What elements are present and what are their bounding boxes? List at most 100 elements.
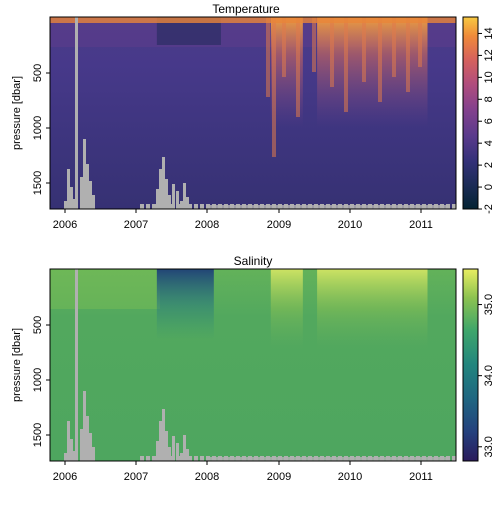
missing-deep <box>206 456 210 461</box>
warm-plume-streak <box>362 17 366 82</box>
temperature-xtick-label: 2006 <box>53 219 77 231</box>
missing-block <box>83 391 86 461</box>
missing-block <box>183 435 186 461</box>
colorbar-tick-label: 35.0 <box>483 294 495 315</box>
warm-plume-streak <box>406 17 410 92</box>
warm-plume-streak <box>378 17 382 102</box>
missing-deep <box>152 204 156 209</box>
missing-block <box>165 179 168 209</box>
temperature-heatmap <box>50 17 456 209</box>
salinity-ytick-label: 500 <box>32 316 44 334</box>
warm-plume-streak <box>418 17 422 67</box>
missing-deep <box>194 456 198 461</box>
temperature-missing-data <box>64 17 456 209</box>
missing-deep <box>176 204 180 209</box>
salinity-heatmap <box>50 269 456 461</box>
salinity-missing-data <box>64 269 456 461</box>
missing-deep <box>140 204 144 209</box>
missing-deep <box>164 204 168 209</box>
missing-block <box>70 439 73 461</box>
missing-block <box>186 197 189 209</box>
missing-block <box>172 436 175 461</box>
salinity-xtick-label: 2008 <box>195 471 219 483</box>
missing-deep <box>170 204 174 209</box>
temperature-x-ticks: 2006 2007 2008 2009 2010 2011 <box>53 209 433 231</box>
warm-plume-streak <box>296 17 300 117</box>
temperature-y-ticks: 500 1000 1500 <box>32 64 50 195</box>
missing-deep <box>152 456 156 461</box>
warm-plume-streak <box>344 17 348 112</box>
missing-deep <box>146 456 150 461</box>
colorbar-tick-label: -2 <box>483 204 495 214</box>
salinity-colorbar-scale <box>462 268 479 462</box>
warm-plume-streak <box>392 17 396 77</box>
missing-column <box>75 269 78 461</box>
missing-block <box>159 421 162 461</box>
missing-deep <box>452 204 456 209</box>
missing-block <box>92 195 95 209</box>
missing-block <box>86 416 89 461</box>
fresh-plume <box>156 269 214 339</box>
temperature-colorbar-ticks: -2 0 2 4 6 8 10 12 14 <box>478 27 495 214</box>
temperature-colorbar-scale <box>462 16 479 210</box>
warm-plume-streak <box>282 17 286 77</box>
missing-block <box>186 449 189 461</box>
salinity-ylabel: pressure [dbar] <box>11 328 23 402</box>
missing-block <box>92 447 95 461</box>
salinity-xtick-label: 2011 <box>409 471 433 483</box>
missing-block <box>162 409 165 461</box>
salinity-xtick-label: 2009 <box>267 471 291 483</box>
missing-deep <box>176 456 180 461</box>
missing-block <box>67 169 70 209</box>
salinity-title: Salinity <box>234 254 273 268</box>
salinity-plumes <box>156 269 428 349</box>
missing-block <box>156 189 159 209</box>
salinity-early-surface <box>50 269 160 309</box>
surface-warm-strip <box>50 17 456 23</box>
salinity-xtick-label: 2006 <box>53 471 77 483</box>
salinity-ytick-label: 1000 <box>32 368 44 392</box>
missing-deep <box>140 456 144 461</box>
missing-block <box>180 201 183 209</box>
missing-deep <box>164 456 168 461</box>
salinity-y-ticks: 500 1000 1500 <box>32 316 50 447</box>
colorbar-tick-label: 33.0 <box>483 436 495 457</box>
missing-deep <box>182 204 186 209</box>
warm-plume-streak <box>312 17 316 72</box>
missing-block <box>162 157 165 209</box>
temperature-plot-frame <box>49 16 457 210</box>
colorbar-tick-label: 8 <box>483 96 495 102</box>
missing-deep <box>182 456 186 461</box>
colorbar-tick-label: 4 <box>483 140 495 146</box>
missing-deep <box>200 204 204 209</box>
missing-deep <box>452 456 456 461</box>
missing-block <box>73 451 76 461</box>
temperature-colorbar: -2 0 2 4 6 8 10 12 14 <box>462 16 495 214</box>
missing-deep <box>158 456 162 461</box>
missing-block <box>64 453 67 461</box>
missing-block <box>73 199 76 209</box>
missing-block <box>168 447 171 461</box>
missing-block <box>67 421 70 461</box>
temperature-xtick-label: 2011 <box>409 219 433 231</box>
missing-deep <box>170 456 174 461</box>
missing-block <box>89 433 92 461</box>
missing-block <box>159 169 162 209</box>
temperature-panel: Temperature pressure [dbar] 500 1000 150… <box>11 2 495 231</box>
missing-column <box>75 17 78 209</box>
salinity-colorbar: 33.0 34.0 35.0 <box>462 268 495 462</box>
missing-deep-strip <box>210 457 450 461</box>
temperature-ytick-label: 1000 <box>32 116 44 140</box>
colorbar-tick-label: 0 <box>483 184 495 190</box>
salinity-colorbar-ticks: 33.0 34.0 35.0 <box>478 294 495 457</box>
warm-plume-streak <box>330 17 334 87</box>
missing-deep <box>194 204 198 209</box>
missing-deep <box>206 204 210 209</box>
temperature-title: Temperature <box>212 2 280 16</box>
missing-block <box>183 183 186 209</box>
temperature-xtick-label: 2009 <box>267 219 291 231</box>
temperature-warm-plumes <box>50 17 456 157</box>
colorbar-tick-label: 6 <box>483 118 495 124</box>
missing-block <box>176 443 179 461</box>
